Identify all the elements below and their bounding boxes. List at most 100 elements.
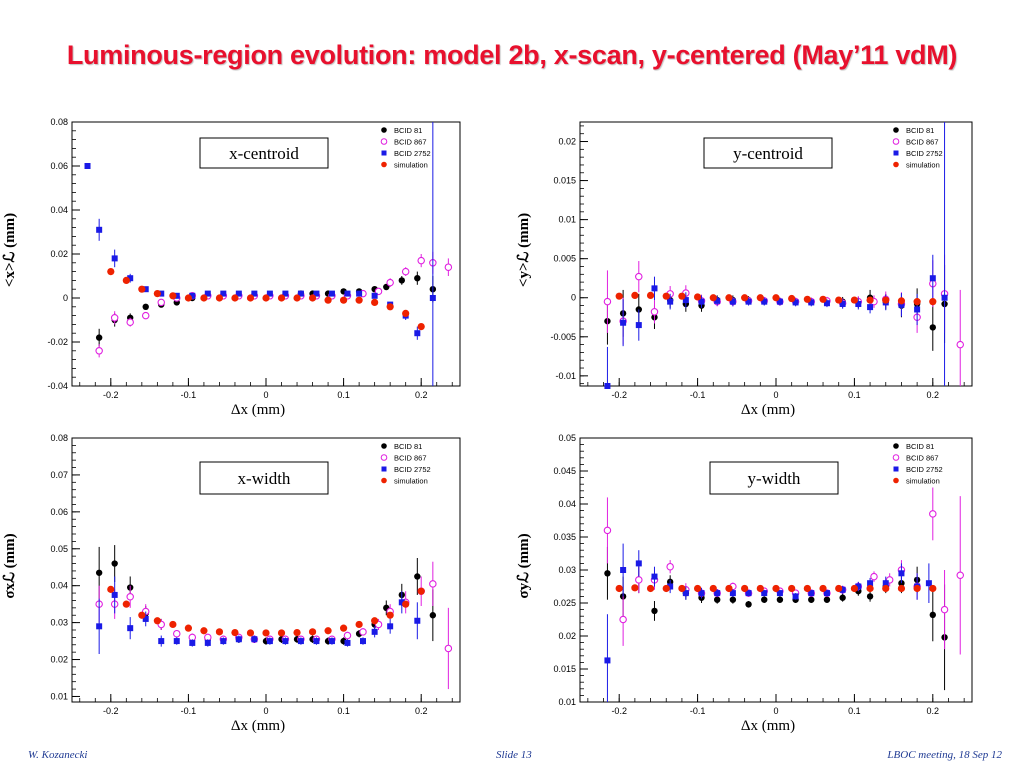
- data-point: [173, 292, 180, 299]
- y-tick-label: 0: [571, 293, 576, 303]
- data-point: [200, 294, 208, 302]
- y-tick-label: 0.02: [558, 137, 576, 147]
- data-point: [110, 314, 119, 322]
- data-point: [776, 596, 784, 603]
- data-point: [882, 580, 889, 587]
- x-tick-label: -0.1: [181, 706, 197, 716]
- y-centroid-panel: -0.01 -0.005 0 0.005 0.01 0.015 0.02 -0.2 -0.1 0 0…: [512, 112, 982, 422]
- data-point: [788, 584, 796, 593]
- data-point: [96, 623, 103, 630]
- data-point: [651, 607, 658, 615]
- series-bcid-867: [95, 561, 453, 690]
- data-point: [328, 638, 335, 645]
- data-point: [898, 301, 905, 308]
- data-point: [867, 580, 874, 587]
- series-bcid-867: [603, 487, 964, 655]
- data-point: [111, 560, 118, 567]
- data-point: [678, 292, 686, 300]
- data-point: [741, 294, 749, 302]
- data-point: [402, 600, 410, 608]
- data-point: [772, 294, 780, 302]
- data-point: [776, 298, 783, 305]
- data-point: [714, 596, 721, 603]
- y-width-panel: 0.01 0.015 0.02 0.025 0.03 0.035 0.04 0.045 0.05…: [512, 428, 982, 753]
- data-point: [169, 292, 177, 300]
- x-tick-label: 0: [773, 390, 778, 400]
- data-point: [308, 294, 317, 302]
- data-point: [122, 600, 130, 608]
- data-point: [355, 296, 363, 304]
- data-point: [714, 297, 721, 304]
- data-point: [792, 299, 799, 306]
- series-bcid-81: [95, 271, 437, 347]
- data-point: [650, 308, 659, 316]
- data-point: [646, 584, 655, 593]
- data-point: [839, 300, 846, 307]
- data-point: [414, 330, 421, 337]
- data-point: [356, 290, 363, 297]
- data-point: [220, 638, 227, 645]
- y-tick-label: 0.02: [50, 249, 68, 259]
- data-point: [776, 590, 783, 597]
- data-point: [282, 290, 289, 297]
- data-point: [204, 290, 211, 297]
- x-tick-label: -0.1: [690, 390, 706, 400]
- data-point: [200, 627, 208, 635]
- data-point: [266, 638, 273, 645]
- data-point: [189, 639, 196, 646]
- data-point: [262, 629, 270, 637]
- data-point: [929, 324, 936, 331]
- series-simulation: [615, 584, 937, 593]
- data-point: [386, 278, 394, 287]
- data-point: [157, 298, 165, 307]
- legend-label: BCID 81: [394, 442, 422, 451]
- x-axis-label: Δx (mm): [231, 718, 285, 734]
- data-point: [158, 290, 165, 297]
- legend-label: simulation: [906, 161, 940, 170]
- legend-marker: [893, 466, 899, 472]
- x-tick-label: 0.2: [927, 706, 940, 716]
- data-point: [138, 285, 146, 293]
- legend-marker: [893, 477, 899, 484]
- data-point: [277, 629, 286, 637]
- data-point: [414, 275, 421, 282]
- x-tick-label: 0: [263, 706, 268, 716]
- data-point: [882, 296, 890, 304]
- data-point: [328, 290, 335, 297]
- data-point: [401, 267, 410, 276]
- y-tick-label: 0.05: [558, 433, 576, 443]
- data-point: [251, 636, 258, 643]
- data-point: [398, 277, 405, 284]
- x-tick-label: -0.2: [103, 390, 119, 400]
- data-point: [725, 584, 733, 593]
- data-point: [246, 629, 255, 637]
- legend-label: BCID 867: [906, 138, 939, 147]
- data-point: [604, 570, 611, 577]
- data-point: [913, 584, 921, 593]
- series-bcid-81: [604, 546, 948, 691]
- data-point: [282, 638, 289, 645]
- data-point: [142, 286, 149, 293]
- series-bcid-81: [604, 264, 948, 351]
- data-point: [235, 290, 242, 297]
- series-simulation: [615, 291, 937, 306]
- chart-title-box: [703, 137, 833, 169]
- data-point: [635, 576, 643, 584]
- data-point: [308, 628, 317, 636]
- y-tick-label: 0.08: [50, 433, 68, 443]
- data-point: [344, 639, 351, 646]
- y-tick-label: 0.025: [553, 598, 576, 608]
- data-point: [603, 526, 612, 535]
- chart-title-box: [199, 461, 329, 495]
- data-point: [741, 584, 749, 593]
- data-point: [126, 593, 134, 601]
- series-bcid-2752: [604, 122, 948, 389]
- data-point: [929, 510, 937, 518]
- data-point: [667, 298, 674, 305]
- data-point: [141, 311, 150, 320]
- chart-title-box: [709, 461, 839, 495]
- x-tick-label: -0.2: [103, 706, 119, 716]
- data-point: [803, 584, 811, 593]
- y-tick-label: 0.04: [50, 205, 68, 215]
- data-point: [173, 638, 180, 645]
